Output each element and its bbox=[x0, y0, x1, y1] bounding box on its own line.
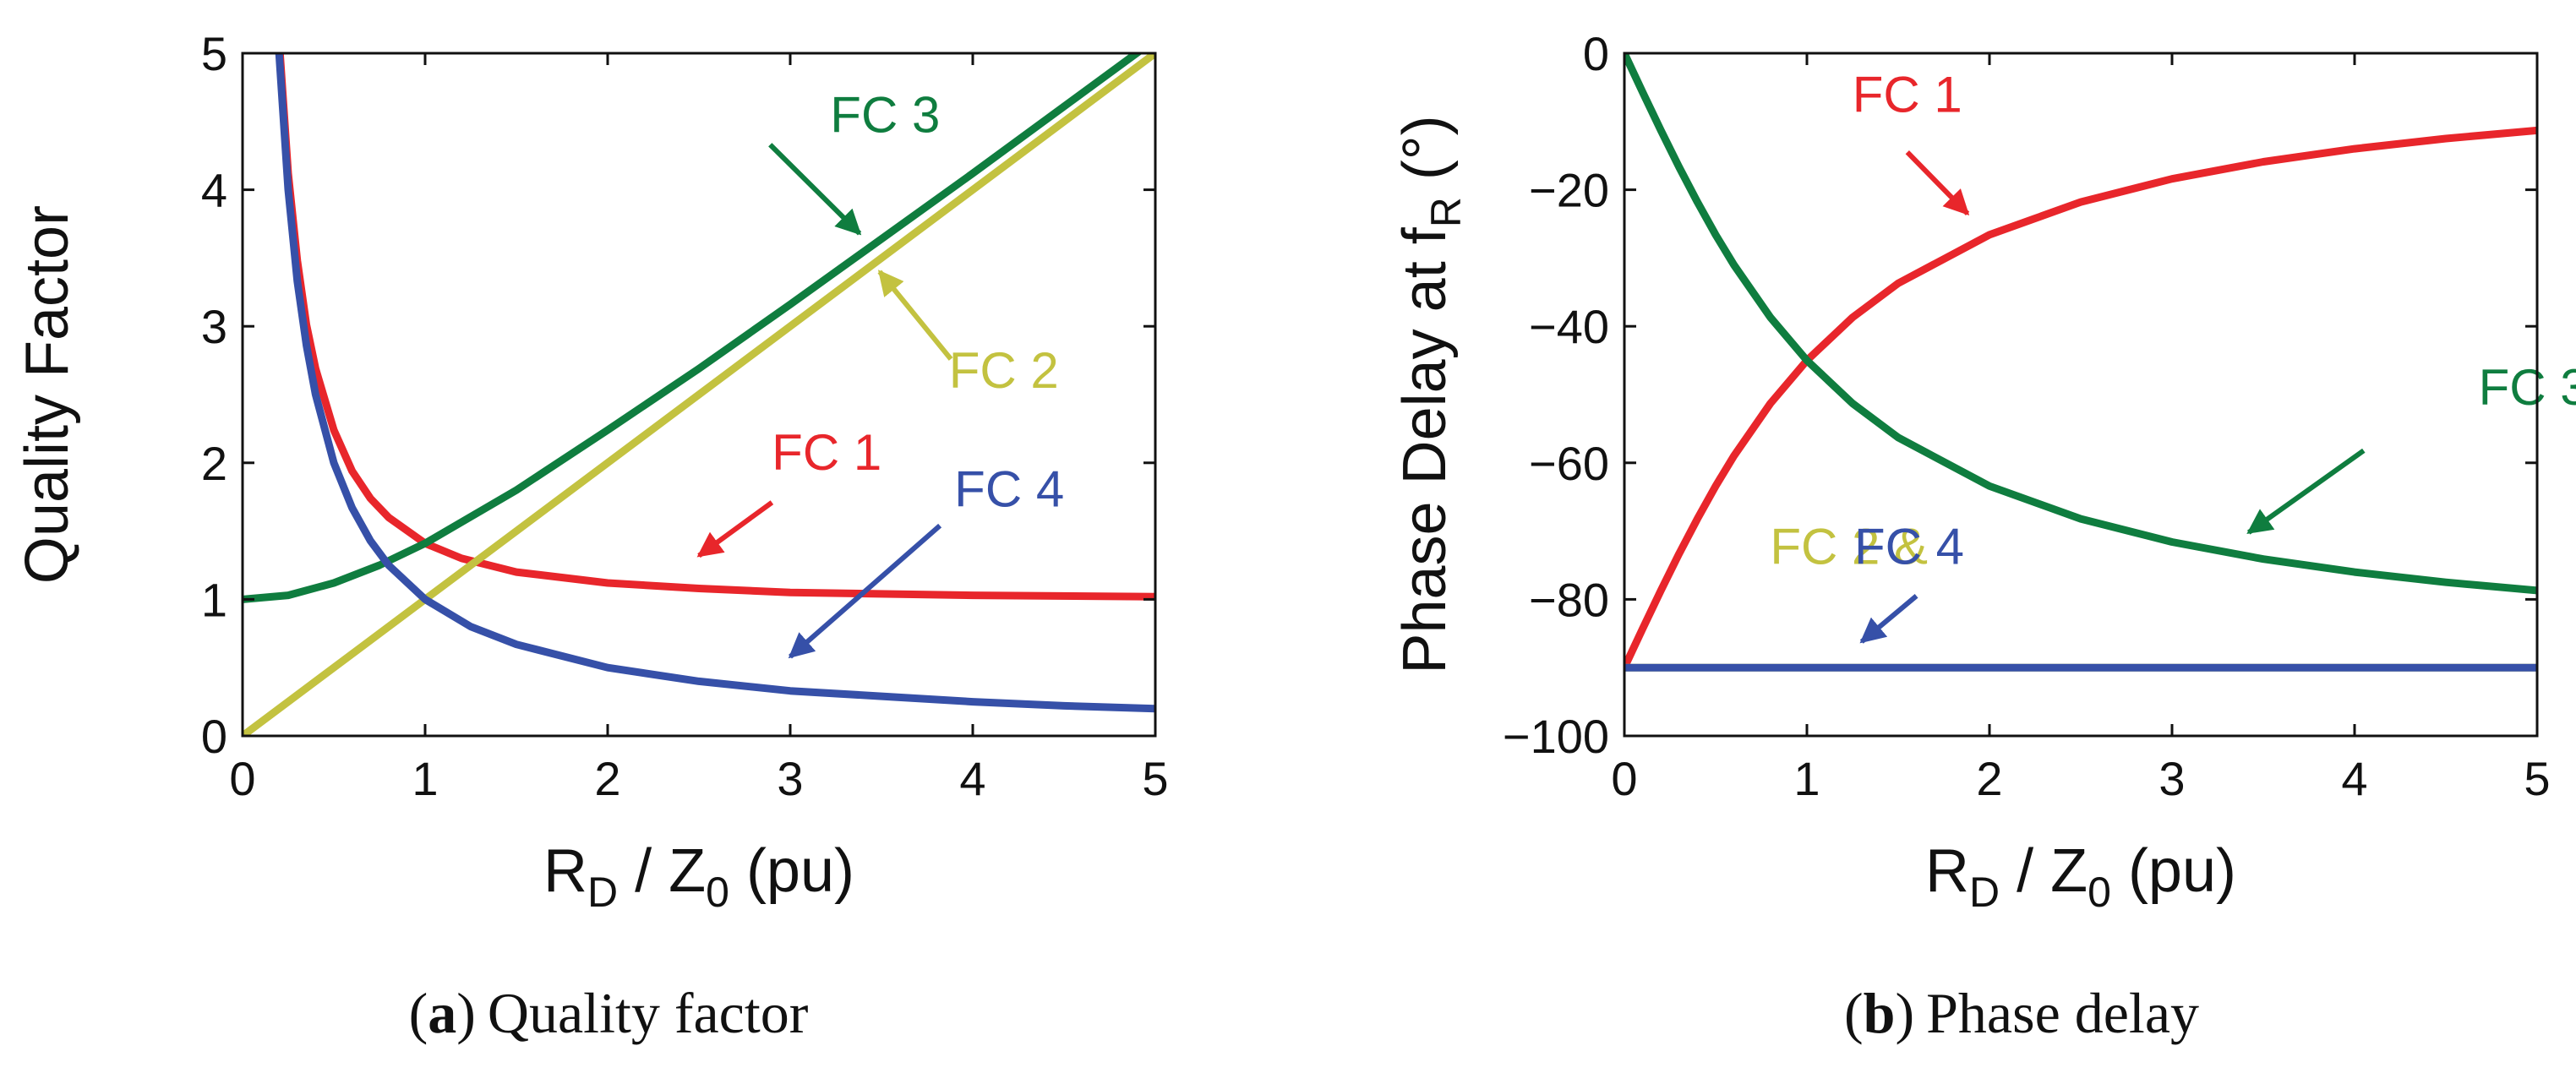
panel-a-ytick-label-1: 1 bbox=[201, 573, 227, 626]
panel-a-ytick-label-0: 0 bbox=[201, 710, 227, 763]
panel-a-xtick-label-4: 4 bbox=[959, 752, 985, 805]
panel-b-xtick-label-3: 3 bbox=[2158, 752, 2185, 805]
panel-b-x-label-end: (pu) bbox=[2111, 837, 2236, 905]
panel-a-y-axis-label: Quality Factor bbox=[14, 205, 81, 584]
panel-b-x-label-main: R bbox=[1925, 837, 1969, 905]
panel-b-x-label-sub-d: D bbox=[1969, 869, 2000, 916]
panel-b-y-axis-label: Phase Delay at fR (°) bbox=[1391, 115, 1470, 673]
panel-a-annotation-fc-3: FC 3 bbox=[830, 87, 940, 144]
panel-a-annotations: FC 3 FC 2 FC 1 FC 4 bbox=[696, 87, 1064, 659]
panel-b-ytick-label-0: 0 bbox=[1583, 27, 1609, 80]
panel-b-annotation-fc-1: FC 1 bbox=[1853, 66, 1962, 123]
panel-a-x-axis-label: RD / Z0 (pu) bbox=[543, 837, 854, 916]
panel-b-arrow-fc-1 bbox=[1905, 150, 1970, 216]
panel-a-xtick-label-0: 0 bbox=[229, 752, 255, 805]
panel-a-caption-letter: a bbox=[428, 981, 456, 1045]
panel-b-plot-frame bbox=[1623, 52, 2539, 738]
panel-a-arrow-fc-4 bbox=[788, 523, 942, 659]
panel-a-line-fc-3 bbox=[243, 53, 1143, 603]
panel-a-caption: (a) Quality factor bbox=[409, 981, 809, 1045]
panel-b-caption-close: ) bbox=[1895, 981, 1914, 1045]
panel-b-y-label-sub: R bbox=[1422, 197, 1470, 227]
panel-a-annotation-fc-4: FC 4 bbox=[954, 461, 1064, 518]
panel-b-caption: (b) Phase delay bbox=[1844, 981, 2199, 1045]
panel-a-x-label-mid: / Z bbox=[618, 837, 706, 905]
panel-a-xtick-label-3: 3 bbox=[777, 752, 803, 805]
panel-a-xtick-label-5: 5 bbox=[1142, 752, 1168, 805]
panel-a-line-fc-4 bbox=[275, 53, 1155, 713]
panel-b-xtick-label-5: 5 bbox=[2524, 752, 2550, 805]
panel-a-ytick-label-5: 5 bbox=[201, 27, 227, 80]
panel-a-ytick-label-2: 2 bbox=[201, 437, 227, 490]
panel-b-xtick-label-0: 0 bbox=[1611, 752, 1637, 805]
panel-b-xtick-label-2: 2 bbox=[1976, 752, 2002, 805]
panel-b-caption-text: Phase delay bbox=[1926, 981, 2199, 1045]
panel-b-y-label-main: Phase Delay at f bbox=[1391, 226, 1459, 673]
panel-a: FC 3 FC 2 FC 1 FC 4 0 1 2 3 4 5 0 1 2 3 4 5 Quality Fa… bbox=[14, 27, 1169, 1045]
panel-a-annotation-fc-1: FC 1 bbox=[772, 424, 881, 481]
panel-a-caption-close: ) bbox=[456, 981, 476, 1045]
panel-b-xtick-label-1: 1 bbox=[1793, 752, 1820, 805]
panel-b-ytick-label-4: −80 bbox=[1529, 573, 1609, 626]
panel-a-arrow-fc-1 bbox=[696, 500, 774, 558]
panel-b-x-axis-label: RD / Z0 (pu) bbox=[1925, 837, 2236, 916]
panel-a-arrow-fc-2 bbox=[877, 270, 953, 361]
panel-b-xtick-label-4: 4 bbox=[2341, 752, 2367, 805]
panel-a-ytick-label-4: 4 bbox=[201, 164, 227, 217]
panel-b-annotation-fc-2: FC 2 & bbox=[1770, 518, 1928, 575]
panel-b-ytick-label-3: −60 bbox=[1529, 437, 1609, 490]
panel-b-y-label-unit: (°) bbox=[1391, 115, 1459, 197]
panel-a-series bbox=[243, 53, 1155, 736]
panel-a-annotation-fc-2: FC 2 bbox=[949, 342, 1059, 399]
panel-a-line-fc-2 bbox=[243, 53, 1155, 736]
panel-a-x-label-sub-0: 0 bbox=[706, 869, 729, 916]
panel-b-arrow-fc-4 bbox=[1859, 594, 1918, 644]
panel-b-caption-letter: b bbox=[1864, 981, 1896, 1045]
panel-b-line-fc-1 bbox=[1624, 126, 2537, 672]
panel-b-ticks: 0 1 2 3 4 5 0 −20 −40 −60 −80 −100 bbox=[1503, 27, 2551, 805]
panel-a-xtick-label-1: 1 bbox=[412, 752, 438, 805]
panel-b-annotations: FC 1 FC 3 FC 2 &FC 4 bbox=[1770, 66, 2576, 644]
panel-a-ytick-label-3: 3 bbox=[201, 300, 227, 353]
panel-a-xtick-label-2: 2 bbox=[594, 752, 620, 805]
panel-b-ytick-label-1: −20 bbox=[1529, 164, 1609, 217]
panel-b: FC 1 FC 3 FC 2 &FC 4 0 1 2 3 4 5 0 −20 −40 −60 −80 −1… bbox=[1391, 27, 2576, 1045]
panel-b-x-label-sub-0: 0 bbox=[2088, 869, 2111, 916]
panel-b-x-label-mid: / Z bbox=[2000, 837, 2088, 905]
panel-a-ticks: 0 1 2 3 4 5 0 1 2 3 4 5 bbox=[201, 27, 1169, 805]
panel-b-ytick-label-5: −100 bbox=[1503, 710, 1609, 763]
panel-a-x-label-main: R bbox=[543, 837, 587, 905]
panel-a-caption-open: ( bbox=[409, 981, 428, 1045]
panel-b-caption-open: ( bbox=[1844, 981, 1864, 1045]
panel-a-plot-frame bbox=[241, 52, 1157, 738]
panel-a-arrow-fc-3 bbox=[768, 143, 862, 236]
panel-b-annotation-fc-3: FC 3 bbox=[2479, 359, 2576, 416]
panel-b-ytick-label-2: −40 bbox=[1529, 300, 1609, 353]
panel-a-caption-text: Quality factor bbox=[488, 981, 809, 1045]
panel-b-arrow-fc-3 bbox=[2246, 448, 2366, 535]
panel-b-series bbox=[1624, 53, 2537, 672]
panel-a-x-label-sub-d: D bbox=[587, 869, 618, 916]
panel-b-line-fc-3 bbox=[1624, 53, 2537, 595]
panel-b-annotation-fc-4: FC 4 bbox=[1854, 518, 1964, 575]
panel-a-x-label-end: (pu) bbox=[729, 837, 854, 905]
